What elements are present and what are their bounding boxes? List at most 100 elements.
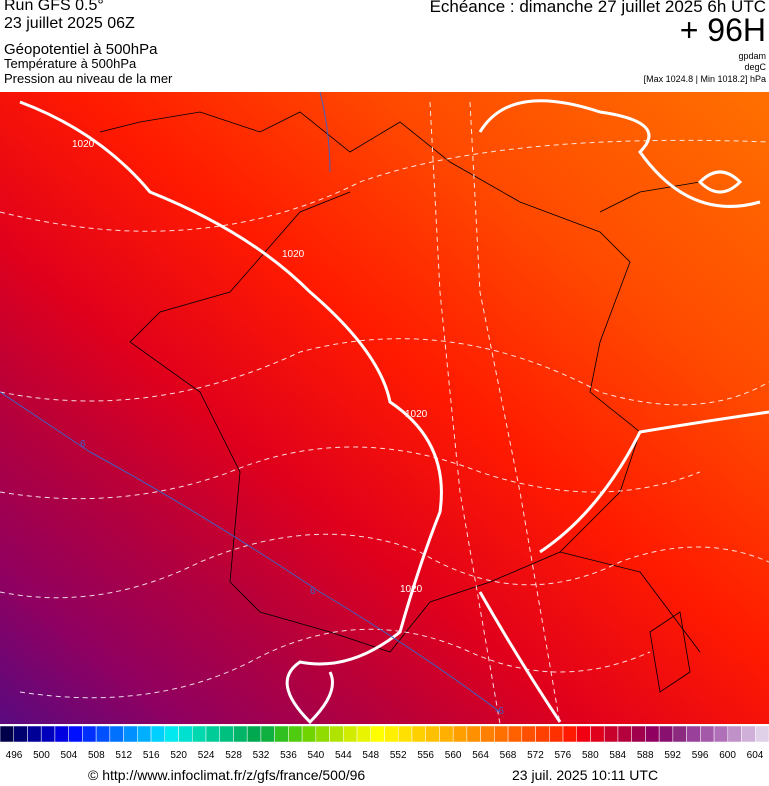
colorbar-label: 604 xyxy=(747,750,764,761)
colorbar-swatch xyxy=(370,725,385,743)
colorbar-swatch xyxy=(68,725,83,743)
colorbar-label: 496 xyxy=(6,750,23,761)
colorbar-swatch xyxy=(603,725,619,743)
colorbar: 496 500 504 508 512 516 520 524 528 532 536 540 544 5… xyxy=(0,725,769,761)
colorbar-label: 552 xyxy=(390,750,407,761)
colorbar-swatch xyxy=(452,725,468,743)
colorbar-swatch xyxy=(741,725,756,743)
colorbar-label: 600 xyxy=(719,750,736,761)
colorbar-swatch xyxy=(164,725,179,743)
colorbar-label: 520 xyxy=(170,750,187,761)
colorbar-label: 524 xyxy=(198,750,215,761)
colorbar-label: 532 xyxy=(253,750,270,761)
colorbar-swatch xyxy=(439,725,454,743)
lead-time: + 96H xyxy=(679,12,766,48)
colorbar-label: 568 xyxy=(500,750,517,761)
echeance: Echéance : dimanche 27 juillet 2025 6h U… xyxy=(429,0,766,16)
colorbar-swatch xyxy=(576,725,591,743)
contour-label: 1020 xyxy=(282,249,305,260)
colorbar-swatch xyxy=(562,725,578,743)
field: Géopotentiel à 500hPa xyxy=(4,41,158,58)
timestamp: 23 juil. 2025 10:11 UTC xyxy=(512,767,659,783)
colorbar-swatch xyxy=(205,725,220,743)
colorbar-swatch xyxy=(521,725,536,743)
colorbar-label: 572 xyxy=(527,750,544,761)
colorbar-label: 536 xyxy=(280,750,297,761)
colorbar-label: 508 xyxy=(88,750,105,761)
colorbar-label: 512 xyxy=(115,750,132,761)
colorbar-swatch xyxy=(150,725,166,743)
colorbar-label: 556 xyxy=(417,750,434,761)
colorbar-swatch xyxy=(27,725,42,743)
colorbar-swatch xyxy=(13,725,28,743)
colorbar-swatch xyxy=(246,725,262,743)
contour-label: 1020 xyxy=(72,139,95,150)
contour-label: 6 xyxy=(310,586,316,597)
colorbar-swatch xyxy=(686,725,701,743)
borders xyxy=(99,111,701,693)
colorbar-swatch xyxy=(274,725,289,743)
colorbar-swatch xyxy=(301,725,317,743)
colorbar-swatch xyxy=(549,725,564,743)
contour-label: 1020 xyxy=(405,409,428,420)
colorbar-label: 516 xyxy=(143,750,160,761)
field: Pression au niveau de la mer xyxy=(4,71,173,86)
colorbar-swatch xyxy=(631,725,646,743)
pressure-range: [Max 1024.8 | Min 1018.2] hPa xyxy=(643,74,766,84)
colorbar-swatch xyxy=(425,725,440,743)
colorbar-swatch xyxy=(494,725,509,743)
unit: degC xyxy=(744,62,766,72)
contour-label: 6 xyxy=(80,439,86,450)
isotherms xyxy=(0,92,501,713)
colorbar-swatch xyxy=(178,725,193,743)
colorbar-swatch xyxy=(343,725,358,743)
field: Température à 500hPa xyxy=(4,56,137,71)
colorbar-label: 588 xyxy=(637,750,654,761)
colorbar-swatch xyxy=(411,725,426,743)
colorbar-label: 580 xyxy=(582,750,599,761)
colorbar-swatch xyxy=(0,725,14,743)
source-url: © http://www.infoclimat.fr/z/gfs/france/… xyxy=(88,767,366,783)
colorbar-label: 500 xyxy=(33,750,50,761)
colorbar-swatch xyxy=(645,725,660,743)
colorbar-swatch xyxy=(658,725,674,743)
colorbar-swatch xyxy=(713,725,729,743)
contour-label: 1020 xyxy=(400,584,423,595)
temperature-field xyxy=(0,92,769,724)
colorbar-swatch xyxy=(137,725,152,743)
colorbar-swatch xyxy=(260,725,275,743)
colorbar-label: 564 xyxy=(472,750,489,761)
colorbar-label: 560 xyxy=(445,750,462,761)
colorbar-swatch xyxy=(617,725,632,743)
colorbar-swatch xyxy=(727,725,742,743)
colorbar-swatch xyxy=(700,725,715,743)
colorbar-label: 540 xyxy=(308,750,325,761)
colorbar-label: 576 xyxy=(555,750,572,761)
colorbar-swatch xyxy=(356,725,372,743)
geopotential-lines xyxy=(0,101,769,724)
colorbar-swatch xyxy=(480,725,495,743)
colorbar-swatch xyxy=(672,725,687,743)
run-date: 23 juillet 2025 06Z xyxy=(4,15,135,32)
colorbar-label: 544 xyxy=(335,750,352,761)
colorbar-swatch xyxy=(315,725,330,743)
colorbar-swatch xyxy=(109,725,124,743)
colorbar-swatch xyxy=(397,725,413,743)
colorbar-label: 504 xyxy=(61,750,78,761)
colorbar-swatch xyxy=(329,725,344,743)
map: 1020 1020 1020 1020 6 6 -6 xyxy=(0,92,769,724)
colorbar-swatch xyxy=(95,725,111,743)
colorbar-swatch xyxy=(466,725,481,743)
colorbar-label: 596 xyxy=(692,750,709,761)
colorbar-swatch xyxy=(82,725,97,743)
colorbar-swatch xyxy=(40,725,56,743)
colorbar-label: 548 xyxy=(362,750,379,761)
colorbar-swatch xyxy=(288,725,303,743)
isobars xyxy=(19,99,769,724)
colorbar-swatch xyxy=(233,725,248,743)
contour-labels: 1020 1020 1020 1020 6 6 -6 xyxy=(72,139,504,717)
unit: gpdam xyxy=(738,51,766,61)
colorbar-swatch xyxy=(590,725,605,743)
run: Run GFS 0.5° xyxy=(4,0,104,14)
